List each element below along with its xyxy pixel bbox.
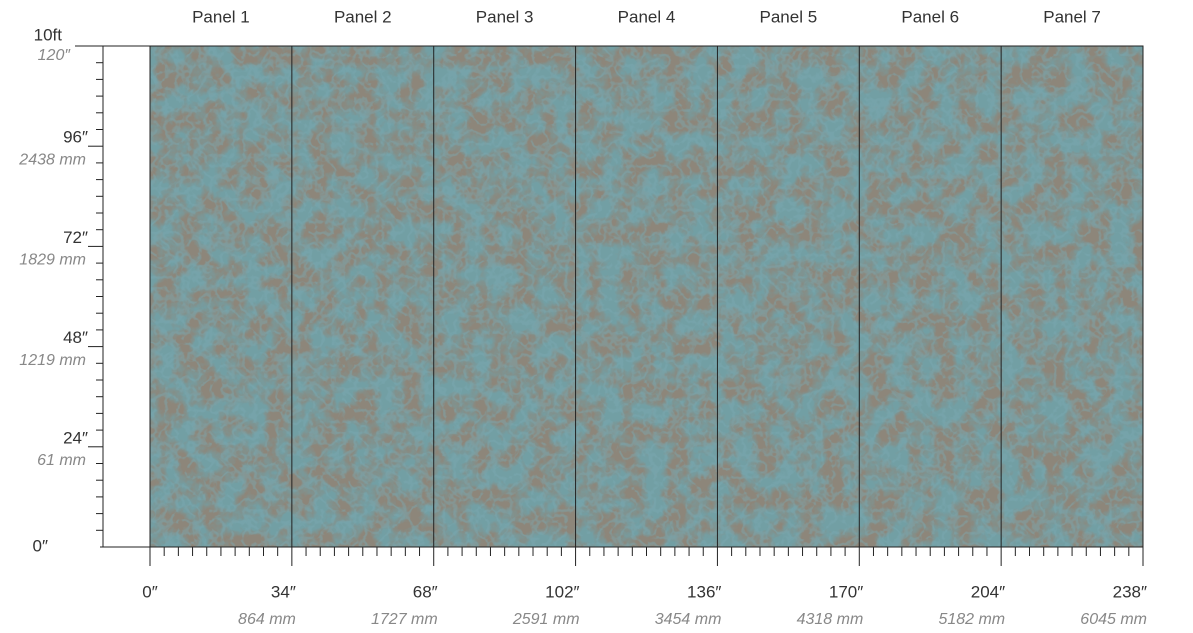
panel-label: Panel 7 <box>1043 7 1101 26</box>
height-label: 10ft <box>34 25 63 44</box>
width-label: 68″ <box>413 582 438 601</box>
width-label: 102″ <box>545 582 579 601</box>
height-sub: 2438 mm <box>18 151 86 168</box>
panel-label: Panel 1 <box>192 7 250 26</box>
width-label: 136″ <box>687 582 721 601</box>
height-label: 48″ <box>63 328 88 347</box>
width-label: 238″ <box>1113 582 1147 601</box>
panel-label: Panel 5 <box>760 7 818 26</box>
width-sub: 3454 mm <box>655 611 722 628</box>
panel-label: Panel 6 <box>901 7 959 26</box>
height-label: 72″ <box>63 228 88 247</box>
width-sub: 2591 mm <box>512 611 580 628</box>
width-label: 0″ <box>142 582 157 601</box>
width-sub: 864 mm <box>238 611 296 628</box>
height-sub: 1829 mm <box>19 252 86 269</box>
panel-label: Panel 2 <box>334 7 392 26</box>
height-label: 96″ <box>63 128 88 147</box>
height-sub: 120″ <box>38 47 72 64</box>
width-label: 34″ <box>271 582 296 601</box>
width-sub: 6045 mm <box>1080 611 1147 628</box>
height-label: 24″ <box>63 428 88 447</box>
width-sub: 1727 mm <box>371 611 438 628</box>
height-label: 0″ <box>33 536 48 555</box>
height-sub: 61 mm <box>37 452 86 469</box>
panel-label: Panel 3 <box>476 7 534 26</box>
width-sub: 4318 mm <box>797 611 864 628</box>
panel-label: Panel 4 <box>618 7 676 26</box>
width-label: 170″ <box>829 582 863 601</box>
height-sub: 1219 mm <box>19 352 86 369</box>
wallpaper-image <box>149 45 1144 548</box>
width-label: 204″ <box>971 582 1005 601</box>
width-sub: 5182 mm <box>938 611 1005 628</box>
